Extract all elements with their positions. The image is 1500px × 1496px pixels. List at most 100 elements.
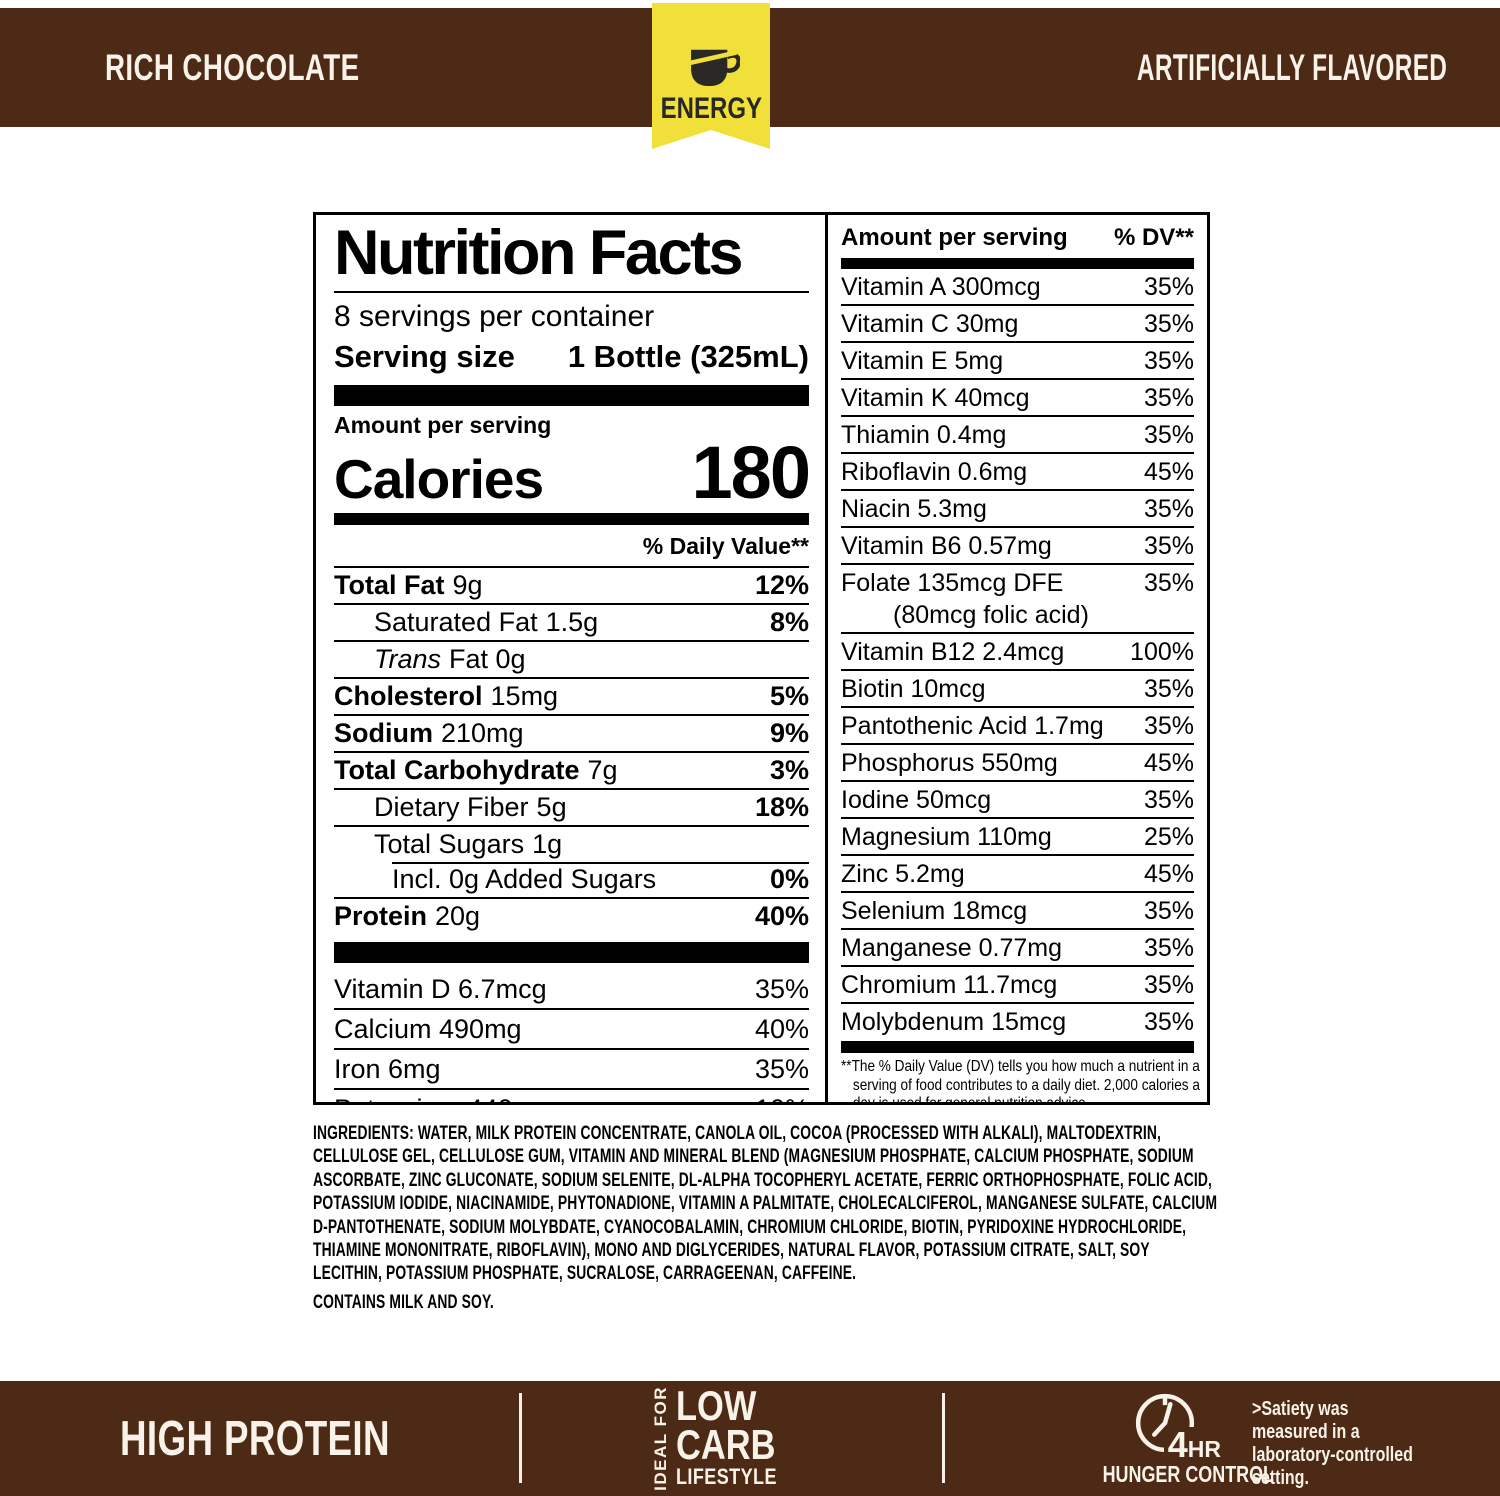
nutrient-row: Riboflavin 0.6mg 45%: [841, 452, 1194, 489]
nutrient-label: Iron 6mg: [334, 1054, 441, 1085]
nutrient-label: Chromium 11.7mcg: [841, 970, 1058, 999]
high-protein-claim: HIGH PROTEIN: [120, 1411, 390, 1466]
nutrient-row: Thiamin 0.4mg 35%: [841, 415, 1194, 452]
nutrient-row: Chromium 11.7mcg 35%: [841, 965, 1194, 1002]
nutrient-row-added-sugars: Incl. 0g Added Sugars 0%: [334, 862, 809, 897]
title-rule: [334, 291, 809, 294]
nutrient-label: Vitamin B6 0.57mg: [841, 531, 1052, 560]
nutrient-row-protein: Protein 20g 40%: [334, 897, 809, 934]
nutrient-row: Molybdenum 15mcg 35%: [841, 1002, 1194, 1039]
nutrient-row: Phosphorus 550mg 45%: [841, 743, 1194, 780]
nutrient-row-dietary-fiber: Dietary Fiber 5g 18%: [334, 788, 809, 825]
lifestyle-label: LIFESTYLE: [676, 1464, 777, 1490]
nutrient-dv: 35%: [1143, 785, 1194, 814]
nutrient-dv: 25%: [1143, 822, 1194, 851]
nutrient-dv: 35%: [1143, 896, 1194, 925]
nutrient-row-trans-fat: Trans Fat 0g: [334, 640, 809, 677]
ingredients-label: INGREDIENTS:: [313, 1122, 418, 1144]
right-separator-bar: [841, 258, 1194, 270]
allergen-statement: CONTAINS MILK AND SOY.: [313, 1290, 494, 1313]
nutrient-row: Zinc 5.2mg 45%: [841, 854, 1194, 891]
low-carb-stack: LOW CARB LIFESTYLE: [676, 1382, 777, 1490]
footer-divider-2: [942, 1393, 945, 1483]
nutrient-row-sodium: Sodium 210mg 9%: [334, 714, 809, 751]
nutrient-row: Manganese 0.77mg 35%: [841, 928, 1194, 965]
nutrient-dv: 10%: [755, 1091, 809, 1102]
right-separator-bar-bottom: [841, 1041, 1194, 1054]
calories-row: Calories 180: [334, 436, 811, 511]
energy-ribbon-badge: ENERGY: [652, 3, 770, 149]
ingredients-paragraph: INGREDIENTS: WATER, MILK PROTEIN CONCENT…: [313, 1122, 1222, 1286]
nutrient-dv: 35%: [1143, 309, 1194, 338]
serving-size-row: Serving size 1 Bottle (325mL): [334, 338, 809, 377]
nutrient-dv: 35%: [1143, 970, 1194, 999]
nutrient-label: Vitamin A 300mcg: [841, 272, 1041, 301]
bottom-brand-band: HIGH PROTEIN IDEAL FOR LOW CARB LIFESTYL…: [0, 1381, 1500, 1496]
flavor-note: ARTIFICIALLY FLAVORED: [977, 8, 1447, 127]
hunger-control-label: HUNGER CONTROL: [1102, 1461, 1275, 1487]
nutrient-row: Calcium 490mg 40%: [334, 1008, 809, 1048]
carb-label: CARB: [676, 1420, 776, 1468]
nutrient-row-total-sugars: Total Sugars 1g: [334, 825, 809, 862]
nutrient-label: Phosphorus 550mg: [841, 748, 1058, 777]
nutrient-label: Manganese 0.77mg: [841, 933, 1062, 962]
nutrient-dv: 45%: [1143, 748, 1194, 777]
nutrient-row: Biotin 10mcg 35%: [841, 669, 1194, 706]
nutrient-row: Pantothenic Acid 1.7mg 35%: [841, 706, 1194, 743]
nutrient-dv: 45%: [1143, 859, 1194, 888]
daily-value-footnote: **The % Daily Value (DV) tells you how m…: [841, 1058, 1200, 1102]
footer-divider-1: [519, 1393, 522, 1483]
servings-per-container: 8 servings per container: [334, 300, 655, 334]
serving-size-value: 1 Bottle (325mL): [567, 339, 809, 375]
right-dv-label: % DV**: [1113, 224, 1194, 251]
nutrient-row: Vitamin K 40mcg 35%: [841, 378, 1194, 415]
nutrient-label: Vitamin C 30mg: [841, 309, 1019, 338]
nutrient-dv: 35%: [1143, 933, 1194, 962]
nutrient-row: Potassium 440mg 10%: [334, 1088, 809, 1102]
mineral-rows: Vitamin D 6.7mcg 35% Calcium 490mg 40% I…: [334, 970, 809, 1102]
nutrient-dv: 35%: [1143, 1007, 1194, 1036]
flavor-note-text: ARTIFICIALLY FLAVORED: [1136, 46, 1447, 88]
nutrient-row: Vitamin E 5mg 35%: [841, 341, 1194, 378]
low-label: LOW: [676, 1382, 757, 1430]
nutrient-label: Iodine 50mcg: [841, 785, 992, 814]
nutrient-row: Vitamin D 6.7mcg 35%: [334, 970, 809, 1008]
flavor-name-text: RICH CHOCOLATE: [105, 46, 360, 88]
nutrition-right-column: Amount per serving % DV** Vitamin A 300m…: [828, 215, 1207, 1102]
nutrient-label: Potassium 440mg: [334, 1091, 550, 1102]
separator-bar-thick-2: [334, 942, 809, 964]
nutrient-row-total-fat: Total Fat 9g 12%: [334, 566, 809, 603]
calories-label: Calories: [334, 448, 544, 511]
nutrient-row: Vitamin A 300mcg 35%: [841, 269, 1194, 304]
right-column-header: Amount per serving % DV**: [841, 221, 1194, 258]
nutrient-label: Magnesium 110mg: [841, 822, 1052, 851]
ingredients-section: INGREDIENTS: WATER, MILK PROTEIN CONCENT…: [313, 1122, 1222, 1314]
coffee-cup-icon: [682, 43, 741, 91]
nutrient-row: Vitamin C 30mg 35%: [841, 304, 1194, 341]
nutrient-dv: 35%: [1143, 531, 1194, 560]
nutrient-sublabel: (80mcg folic acid): [893, 600, 1089, 629]
daily-value-header: % Daily Value**: [642, 533, 809, 560]
nutrient-row-saturated-fat: Saturated Fat 1.5g 8%: [334, 603, 809, 640]
nutrient-label: Vitamin E 5mg: [841, 346, 1004, 375]
nutrient-dv: 35%: [1143, 711, 1194, 740]
clock-timer-icon: 4HR: [1123, 1389, 1221, 1463]
nutrient-label: Niacin 5.3mg: [841, 494, 987, 523]
nutrient-label: Thiamin 0.4mg: [841, 420, 1007, 449]
nutrition-left-column: Nutrition Facts 8 servings per container…: [316, 215, 828, 1102]
nutrient-dv: 35%: [1143, 383, 1194, 412]
nutrient-row: Folate 135mcg DFE (80mcg folic acid) 35%: [841, 563, 1194, 632]
flavor-name: RICH CHOCOLATE: [105, 8, 444, 127]
nutrient-dv: 35%: [1143, 568, 1194, 597]
nutrient-label: Pantothenic Acid 1.7mg: [841, 711, 1104, 740]
nutrient-label: Vitamin D 6.7mcg: [334, 974, 547, 1005]
nutrient-label: Vitamin B12 2.4mcg: [841, 637, 1065, 666]
nutrient-dv: 45%: [1143, 457, 1194, 486]
nutrition-title: Nutrition Facts: [334, 218, 744, 288]
nutrient-label: Folate 135mcg DFE (80mcg folic acid): [841, 568, 1089, 629]
nutrient-row: Iron 6mg 35%: [334, 1048, 809, 1088]
ideal-for-label: IDEAL FOR: [651, 1386, 670, 1491]
nutrient-label: Selenium 18mcg: [841, 896, 1028, 925]
nutrient-row: Selenium 18mcg 35%: [841, 891, 1194, 928]
